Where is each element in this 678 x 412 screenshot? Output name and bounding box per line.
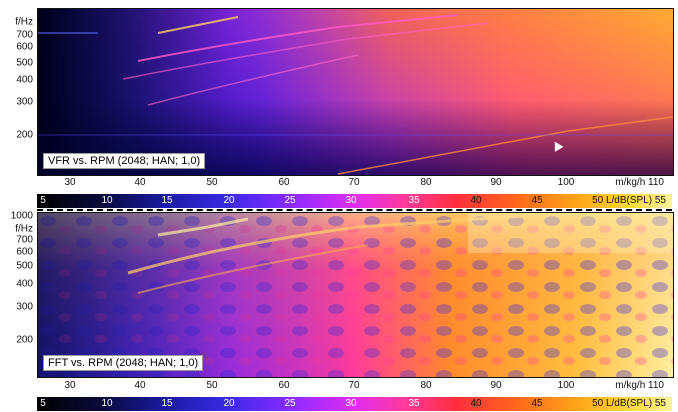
top-colorbar-tick: 5 (40, 195, 46, 206)
bottom-x-tick: 50 (206, 380, 218, 391)
top-colorbar: 5 10 15 20 25 30 35 40 45 50 L/dB(SPL) 5… (37, 194, 672, 208)
top-x-tick: 60 (278, 177, 290, 188)
top-x-tick: 40 (134, 177, 146, 188)
bottom-colorbar-unit: 50 L/dB(SPL) 55 (592, 398, 666, 409)
top-y-tick: 200 (16, 129, 33, 141)
top-colorbar-tick: 40 (470, 195, 482, 206)
bottom-x-tick: 30 (64, 380, 76, 391)
top-colorbar-unit: 50 L/dB(SPL) 55 (592, 195, 666, 206)
bottom-colorbar-tick: 15 (161, 398, 173, 409)
top-x-tick: 50 (206, 177, 218, 188)
top-y-tick: 700 (16, 29, 33, 41)
top-colorbar-tick: 20 (223, 195, 235, 206)
top-colorbar-tick: 35 (408, 195, 420, 206)
bottom-colorbar-tick: 35 (408, 398, 420, 409)
top-spectrogram-image (38, 9, 673, 175)
bottom-colorbar-tick: 30 (345, 398, 357, 409)
bottom-colorbar-tick: 5 (40, 398, 46, 409)
bottom-y-tick: 200 (16, 334, 33, 346)
bottom-y-tick-top: 1000 (10, 210, 33, 222)
bottom-y-unit: f/Hz (15, 223, 33, 235)
bottom-x-tick: 60 (278, 380, 290, 391)
top-x-tick: 90 (490, 177, 502, 188)
bottom-spectrogram-panel: 1000 f/Hz 700 600 500 400 300 200 (0, 210, 678, 396)
bottom-x-tick: 80 (420, 380, 432, 391)
bottom-spectrogram-image (38, 213, 673, 377)
bottom-plot-title: FFT vs. RPM (2048; HAN; 1,0) (43, 355, 204, 371)
bottom-x-axis: 30 40 50 60 70 80 90 100 m/kg/h 110 (37, 379, 672, 395)
bottom-colorbar-tick: 20 (223, 398, 235, 409)
bottom-x-tick: 40 (134, 380, 146, 391)
top-x-axis: 30 40 50 60 70 80 90 100 m/kg/h 110 (37, 176, 672, 192)
bottom-y-axis: 1000 f/Hz 700 600 500 400 300 200 (0, 210, 36, 378)
bottom-colorbar-tick: 25 (284, 398, 296, 409)
top-plot-title: VFR vs. RPM (2048; HAN; 1,0) (43, 153, 206, 169)
bottom-x-tick: 70 (348, 380, 360, 391)
top-y-tick: 400 (16, 74, 33, 86)
top-x-unit: m/kg/h 110 (615, 177, 664, 188)
bottom-y-tick: 700 (16, 234, 33, 246)
panel-divider (37, 209, 672, 211)
top-colorbar-tick: 15 (161, 195, 173, 206)
bottom-x-tick: 90 (490, 380, 502, 391)
top-y-tick: 600 (16, 41, 33, 53)
top-x-tick: 80 (420, 177, 432, 188)
top-colorbar-tick: 30 (345, 195, 357, 206)
bottom-colorbar-tick: 40 (470, 398, 482, 409)
top-y-axis: f/Hz 700 600 500 400 300 200 (0, 8, 36, 174)
bottom-y-tick: 400 (16, 278, 33, 290)
top-spectrogram-panel: f/Hz 700 600 500 400 300 200 (0, 0, 678, 192)
bottom-y-tick: 600 (16, 246, 33, 258)
top-colorbar-tick: 45 (531, 195, 543, 206)
top-colorbar-tick: 25 (284, 195, 296, 206)
top-x-tick: 30 (64, 177, 76, 188)
top-colorbar-tick: 10 (101, 195, 113, 206)
bottom-spectrogram[interactable]: FFT vs. RPM (2048; HAN; 1,0) (37, 212, 674, 378)
bottom-colorbar: 5 10 15 20 25 30 35 40 45 50 L/dB(SPL) 5… (37, 397, 672, 411)
top-y-tick: 300 (16, 96, 33, 108)
bottom-x-unit: m/kg/h 110 (615, 380, 664, 391)
bottom-y-tick: 500 (16, 260, 33, 272)
bottom-colorbar-tick: 45 (531, 398, 543, 409)
top-y-unit: f/Hz (15, 16, 33, 28)
top-spectrogram[interactable]: VFR vs. RPM (2048; HAN; 1,0) (37, 8, 674, 176)
bottom-x-tick: 100 (557, 380, 575, 391)
bottom-colorbar-tick: 10 (101, 398, 113, 409)
bottom-y-tick: 300 (16, 301, 33, 313)
top-y-tick: 500 (16, 57, 33, 69)
top-x-tick: 70 (348, 177, 360, 188)
top-x-tick: 100 (557, 177, 575, 188)
